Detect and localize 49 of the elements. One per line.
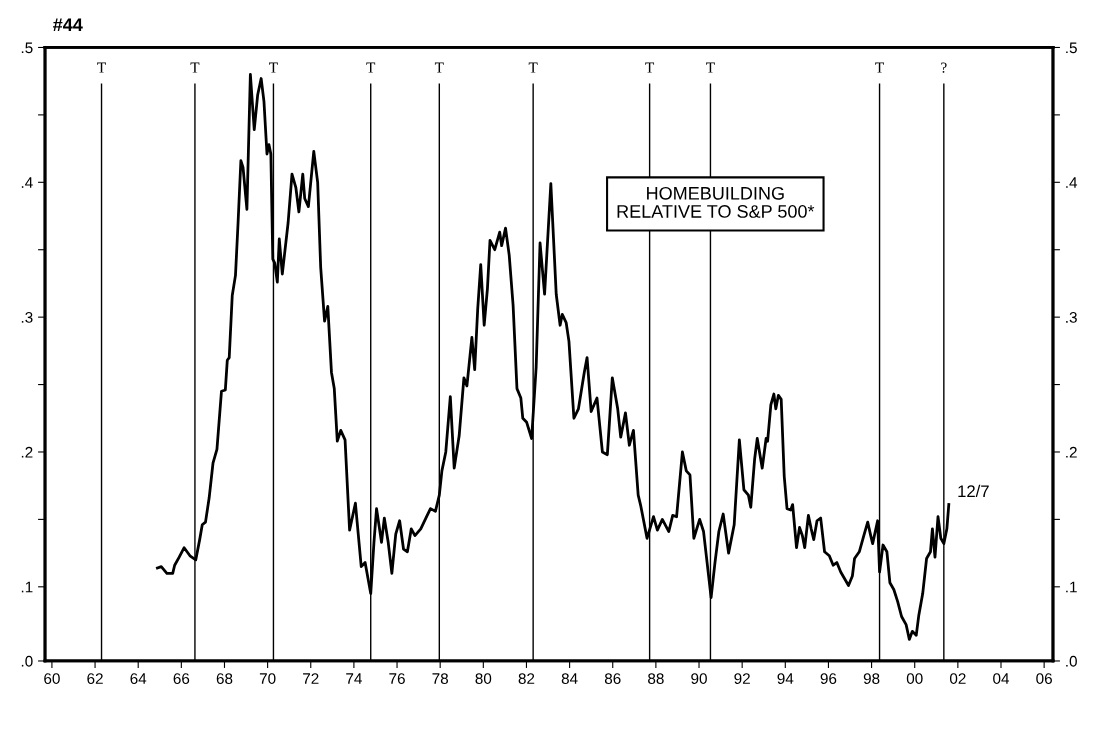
x-tick-label: 82 [518, 673, 535, 684]
x-tick-label: 96 [820, 673, 837, 684]
y-tick-label: .2 [21, 446, 33, 458]
ref-line-label: ? [941, 62, 947, 73]
x-tick-label: 66 [173, 673, 190, 684]
x-tick-label: 64 [130, 673, 147, 684]
x-tick-label: 06 [1036, 673, 1052, 684]
y-tick-label: .4 [21, 177, 33, 188]
chart-title: #44 [53, 18, 83, 31]
y2-tick-label: .1 [1066, 581, 1077, 593]
x-tick-label: 78 [432, 673, 449, 684]
ref-line-label: T [875, 62, 884, 73]
ref-line-label: T [97, 62, 106, 73]
x-tick-label: 04 [993, 673, 1010, 684]
y2-tick-label: .2 [1066, 446, 1077, 458]
y2-tick-label: .0 [1066, 655, 1077, 667]
ref-line-label: T [366, 62, 376, 73]
x-tick-label: 88 [648, 673, 664, 684]
y2-tick-label: .3 [1066, 312, 1077, 323]
x-tick-label: 68 [216, 673, 233, 684]
ref-line-label: T [528, 62, 538, 73]
x-tick-label: 86 [604, 673, 621, 684]
x-tick-label: 02 [949, 673, 966, 684]
x-tick-label: 70 [259, 673, 276, 684]
x-tick-label: 80 [475, 673, 492, 684]
ref-line-label: T [706, 62, 715, 73]
y2-tick-label: .4 [1066, 177, 1078, 188]
x-tick-label: 94 [777, 673, 794, 684]
y-tick-label: .1 [21, 581, 33, 593]
x-tick-label: 76 [389, 673, 405, 684]
annotation: 12/7 [958, 484, 989, 498]
x-tick-label: 72 [303, 673, 319, 684]
x-tick-label: 98 [863, 673, 880, 684]
y-tick-label: .3 [21, 312, 33, 323]
y-tick-label: .5 [21, 42, 33, 54]
ref-line-label: T [434, 62, 444, 73]
y-tick-label: .0 [21, 655, 33, 667]
x-tick-label: 74 [346, 673, 362, 684]
x-tick-label: 90 [691, 673, 707, 684]
y2-tick-label: .5 [1066, 42, 1077, 54]
x-tick-label: 60 [44, 673, 60, 684]
annotation: HOMEBUILDING RELATIVE TO S&P 500* [617, 186, 815, 218]
x-tick-label: 00 [906, 673, 923, 684]
x-tick-label: 84 [561, 673, 578, 684]
x-tick-label: 62 [87, 673, 103, 684]
ref-line-label: T [190, 62, 200, 73]
x-tick-label: 92 [734, 673, 750, 684]
ref-line-label: T [645, 62, 655, 73]
ref-line-label: T [269, 62, 278, 73]
